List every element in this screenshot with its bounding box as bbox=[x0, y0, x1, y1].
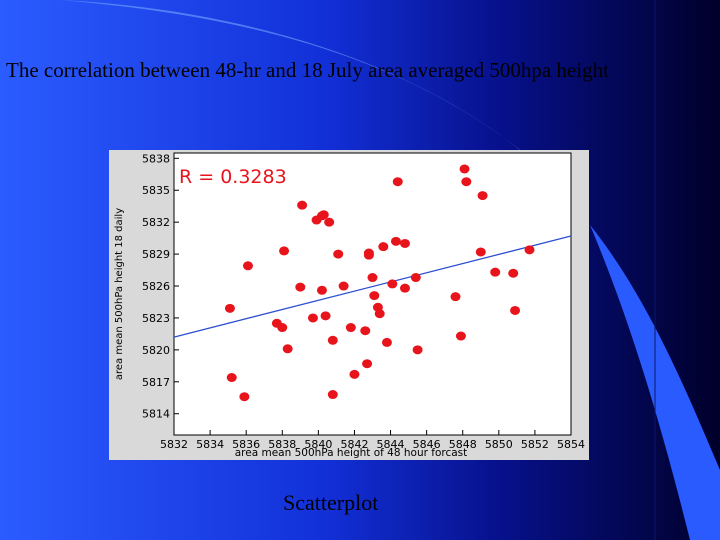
x-tick-label: 5844 bbox=[377, 438, 405, 451]
data-point bbox=[327, 390, 338, 400]
y-axis-ticks: 5814 5817 5820 5823 5826 5829 5832 5835 5838 bbox=[142, 152, 179, 421]
data-point bbox=[316, 285, 327, 295]
data-point bbox=[297, 200, 308, 210]
data-point bbox=[282, 344, 293, 354]
data-point bbox=[490, 267, 501, 277]
data-point bbox=[374, 309, 385, 319]
data-point bbox=[455, 331, 466, 341]
data-point bbox=[338, 281, 349, 291]
data-point bbox=[333, 249, 344, 259]
data-point bbox=[327, 335, 338, 345]
regression-line bbox=[173, 235, 572, 338]
y-tick-label: 5814 bbox=[142, 408, 170, 421]
x-tick-label: 5836 bbox=[232, 438, 260, 451]
x-tick-label: 5846 bbox=[413, 438, 441, 451]
data-point bbox=[508, 268, 519, 278]
data-point bbox=[307, 313, 318, 323]
x-axis-ticks: 5832 5834 5836 5838 5840 5842 5844 5846 5848 5850… bbox=[160, 430, 585, 451]
data-point bbox=[392, 177, 403, 187]
x-tick-label: 5834 bbox=[196, 438, 224, 451]
y-axis-label: area mean 500hPa height 18 daily bbox=[114, 208, 125, 380]
y-tick-label: 5817 bbox=[142, 376, 170, 389]
data-point bbox=[363, 250, 374, 260]
data-point bbox=[399, 238, 410, 248]
caption-scatterplot: Scatterplot bbox=[283, 490, 379, 515]
x-tick-label: 5852 bbox=[521, 438, 549, 451]
data-point bbox=[524, 245, 535, 255]
data-point bbox=[410, 273, 421, 283]
data-point bbox=[320, 311, 331, 321]
data-point bbox=[390, 236, 401, 246]
data-point bbox=[360, 326, 371, 336]
data-point bbox=[450, 292, 461, 302]
data-point bbox=[224, 303, 235, 313]
data-point bbox=[461, 177, 472, 187]
x-tick-label: 5832 bbox=[160, 438, 188, 451]
data-point bbox=[387, 279, 398, 289]
data-point bbox=[318, 210, 329, 220]
scatterplot-chart: 5814 5817 5820 5823 5826 5829 5832 5835 5838 583… bbox=[109, 150, 589, 460]
y-tick-label: 5820 bbox=[142, 344, 170, 357]
x-tick-label: 5838 bbox=[268, 438, 296, 451]
y-tick-label: 5826 bbox=[142, 280, 170, 293]
data-point bbox=[399, 283, 410, 293]
y-tick-label: 5838 bbox=[142, 152, 170, 165]
data-point bbox=[239, 392, 250, 402]
data-point bbox=[324, 217, 335, 227]
data-points bbox=[224, 164, 535, 402]
data-point bbox=[226, 373, 237, 383]
data-point bbox=[345, 323, 356, 333]
y-tick-label: 5835 bbox=[142, 184, 170, 197]
data-point bbox=[362, 359, 373, 369]
correlation-annotation: R = 0.3283 bbox=[179, 166, 287, 188]
data-point bbox=[477, 191, 488, 201]
data-point bbox=[369, 291, 380, 301]
y-tick-label: 5829 bbox=[142, 248, 170, 261]
data-point bbox=[242, 261, 253, 271]
x-tick-label: 5848 bbox=[449, 438, 477, 451]
data-point bbox=[475, 247, 486, 257]
data-point bbox=[367, 273, 378, 283]
data-point bbox=[295, 282, 306, 292]
x-tick-label: 5840 bbox=[304, 438, 332, 451]
data-point bbox=[349, 369, 360, 379]
x-axis-label: area mean 500hPa height of 48 hour forca… bbox=[235, 447, 468, 459]
x-tick-label: 5842 bbox=[340, 438, 368, 451]
y-tick-label: 5823 bbox=[142, 312, 170, 325]
data-point bbox=[277, 323, 288, 333]
y-tick-label: 5832 bbox=[142, 216, 170, 229]
x-tick-label: 5854 bbox=[557, 438, 585, 451]
data-point bbox=[378, 242, 389, 252]
slide-title: The correlation between 48-hr and 18 Jul… bbox=[6, 58, 609, 82]
data-point bbox=[279, 246, 290, 256]
x-tick-label: 5850 bbox=[485, 438, 513, 451]
data-point bbox=[412, 345, 423, 355]
data-point bbox=[381, 337, 392, 347]
data-point bbox=[459, 164, 470, 174]
data-point bbox=[510, 305, 521, 315]
